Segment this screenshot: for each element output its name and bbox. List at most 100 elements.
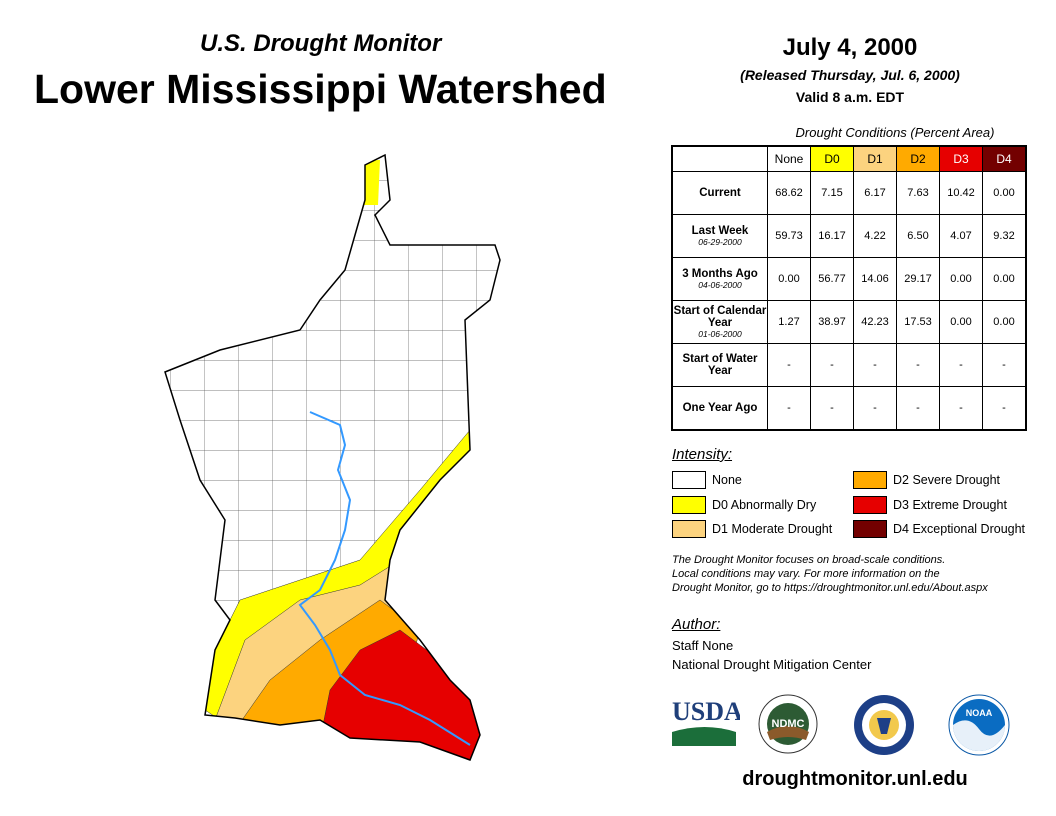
table-cell: 17.53 bbox=[896, 300, 940, 344]
corner bbox=[672, 146, 768, 172]
drought-conditions-table: None D0 D1 D2 D3 D4 Current 68.62 7.15 6.17… bbox=[671, 145, 1027, 431]
table-row: 3 Months Ago 04-06-2000 0.00 56.77 14.06 29.1… bbox=[671, 257, 1027, 301]
table-cell: - bbox=[896, 386, 940, 431]
table-cell: 0.00 bbox=[982, 171, 1027, 215]
table-cell: 6.50 bbox=[896, 214, 940, 258]
row-label: Current bbox=[671, 171, 768, 215]
table-cell: 10.42 bbox=[939, 171, 983, 215]
table-cell: - bbox=[810, 386, 854, 431]
col-d2: D2 bbox=[896, 145, 940, 172]
map-date: July 4, 2000 bbox=[782, 34, 918, 61]
commerce-seal-logo bbox=[854, 695, 914, 755]
noaa-text: NOAA bbox=[966, 708, 993, 718]
legend-swatch bbox=[853, 520, 887, 538]
legend-label: D4 Exceptional Drought bbox=[893, 522, 1026, 536]
table-row: Current 68.62 7.15 6.17 7.63 10.42 0.00 bbox=[671, 171, 1027, 215]
legend-label: D2 Severe Drought bbox=[893, 473, 1001, 487]
table-cell: 0.00 bbox=[982, 257, 1027, 301]
col-d0: D0 bbox=[810, 145, 854, 172]
usda-text: USDA bbox=[672, 697, 740, 726]
map-subtitle: U.S. Drought Monitor bbox=[200, 30, 442, 57]
col-d4: D4 bbox=[982, 145, 1027, 172]
legend-label: D0 Abnormally Dry bbox=[712, 498, 817, 512]
table-cell: - bbox=[982, 343, 1027, 387]
row-label-text: Current bbox=[699, 187, 741, 199]
table-cell: - bbox=[982, 386, 1027, 431]
table-cell: 59.73 bbox=[767, 214, 811, 258]
row-date: 04-06-2000 bbox=[698, 280, 742, 290]
disclaimer-note: The Drought Monitor focuses on broad-sca… bbox=[672, 553, 1002, 595]
usda-logo: USDA bbox=[672, 697, 740, 746]
table-cell: 56.77 bbox=[810, 257, 854, 301]
table-cell: 7.63 bbox=[896, 171, 940, 215]
legend-label: D1 Moderate Drought bbox=[712, 522, 833, 536]
valid-time: Valid 8 a.m. EDT bbox=[795, 89, 905, 105]
footer-url[interactable]: droughtmonitor.unl.edu bbox=[742, 768, 968, 790]
table-cell: - bbox=[767, 343, 811, 387]
col-d1: D1 bbox=[853, 145, 897, 172]
table-cell: 68.62 bbox=[767, 171, 811, 215]
legend-label: None bbox=[712, 473, 742, 487]
legend-d4: D4 Exceptional Drought bbox=[853, 520, 1025, 538]
legend-d3: D3 Extreme Drought bbox=[853, 496, 1007, 514]
author-heading: Author: bbox=[672, 616, 721, 633]
table-cell: 14.06 bbox=[853, 257, 897, 301]
table-cell: - bbox=[767, 386, 811, 431]
table-cell: 16.17 bbox=[810, 214, 854, 258]
legend-swatch bbox=[672, 520, 706, 538]
table-cell: 0.00 bbox=[939, 300, 983, 344]
table-cell: - bbox=[896, 343, 940, 387]
row-label-text: Last Week bbox=[691, 225, 749, 237]
legend-swatch bbox=[672, 496, 706, 514]
river bbox=[298, 411, 471, 746]
row-label: Last Week 06-29-2000 bbox=[671, 214, 768, 258]
note-line: The Drought Monitor focuses on broad-sca… bbox=[672, 554, 946, 566]
table-cell: 0.00 bbox=[767, 257, 811, 301]
table-row: One Year Ago - - - - - - bbox=[671, 386, 1027, 431]
note-line: Drought Monitor, go to https://droughtmo… bbox=[672, 582, 988, 594]
row-label-text: Start of Water Year bbox=[682, 353, 758, 377]
legend-d0: D0 Abnormally Dry bbox=[672, 496, 816, 514]
table-cell: 9.32 bbox=[982, 214, 1027, 258]
table-cell: 42.23 bbox=[853, 300, 897, 344]
table-cell: 0.00 bbox=[982, 300, 1027, 344]
watershed-map bbox=[164, 154, 501, 761]
ndmc-text: NDMC bbox=[772, 718, 805, 730]
legend-none: None bbox=[672, 471, 742, 489]
table-cell: 7.15 bbox=[810, 171, 854, 215]
d0-area-north bbox=[360, 160, 380, 205]
row-label: Start of Water Year bbox=[671, 343, 768, 387]
table-cell: - bbox=[939, 386, 983, 431]
table-cell: 6.17 bbox=[853, 171, 897, 215]
ndmc-logo: NDMC bbox=[758, 694, 818, 754]
legend-swatch bbox=[853, 496, 887, 514]
table-row: Start of Calendar Year 01-06-2000 1.27 38.9… bbox=[671, 300, 1027, 344]
row-date: 01-06-2000 bbox=[698, 329, 742, 339]
row-date: 06-29-2000 bbox=[698, 237, 742, 247]
legend-label: D3 Extreme Drought bbox=[893, 498, 1007, 512]
row-label: One Year Ago bbox=[671, 386, 768, 431]
table-cell: 4.07 bbox=[939, 214, 983, 258]
row-label: Start of Calendar Year 01-06-2000 bbox=[671, 300, 768, 344]
table-caption: Drought Conditions (Percent Area) bbox=[795, 125, 995, 140]
row-label-text: 3 Months Ago bbox=[682, 268, 758, 280]
legend-swatch bbox=[672, 471, 706, 489]
release-date: (Released Thursday, Jul. 6, 2000) bbox=[740, 67, 960, 83]
col-none: None bbox=[767, 145, 811, 172]
author-name: Staff None bbox=[672, 638, 734, 653]
table-cell: - bbox=[939, 343, 983, 387]
map-title: Lower Mississippi Watershed bbox=[34, 66, 607, 112]
table-cell: - bbox=[810, 343, 854, 387]
table-cell: - bbox=[853, 386, 897, 431]
note-line: Local conditions may vary. For more info… bbox=[672, 568, 940, 580]
table-cell: 38.97 bbox=[810, 300, 854, 344]
table-cell: - bbox=[853, 343, 897, 387]
table-cell: 1.27 bbox=[767, 300, 811, 344]
author-org: National Drought Mitigation Center bbox=[672, 657, 872, 672]
table-row: Last Week 06-29-2000 59.73 16.17 4.22 6.50 4.0… bbox=[671, 214, 1027, 258]
legend-swatch bbox=[853, 471, 887, 489]
noaa-logo: NOAA bbox=[948, 694, 1010, 756]
table-cell: 29.17 bbox=[896, 257, 940, 301]
table-cell: 4.22 bbox=[853, 214, 897, 258]
